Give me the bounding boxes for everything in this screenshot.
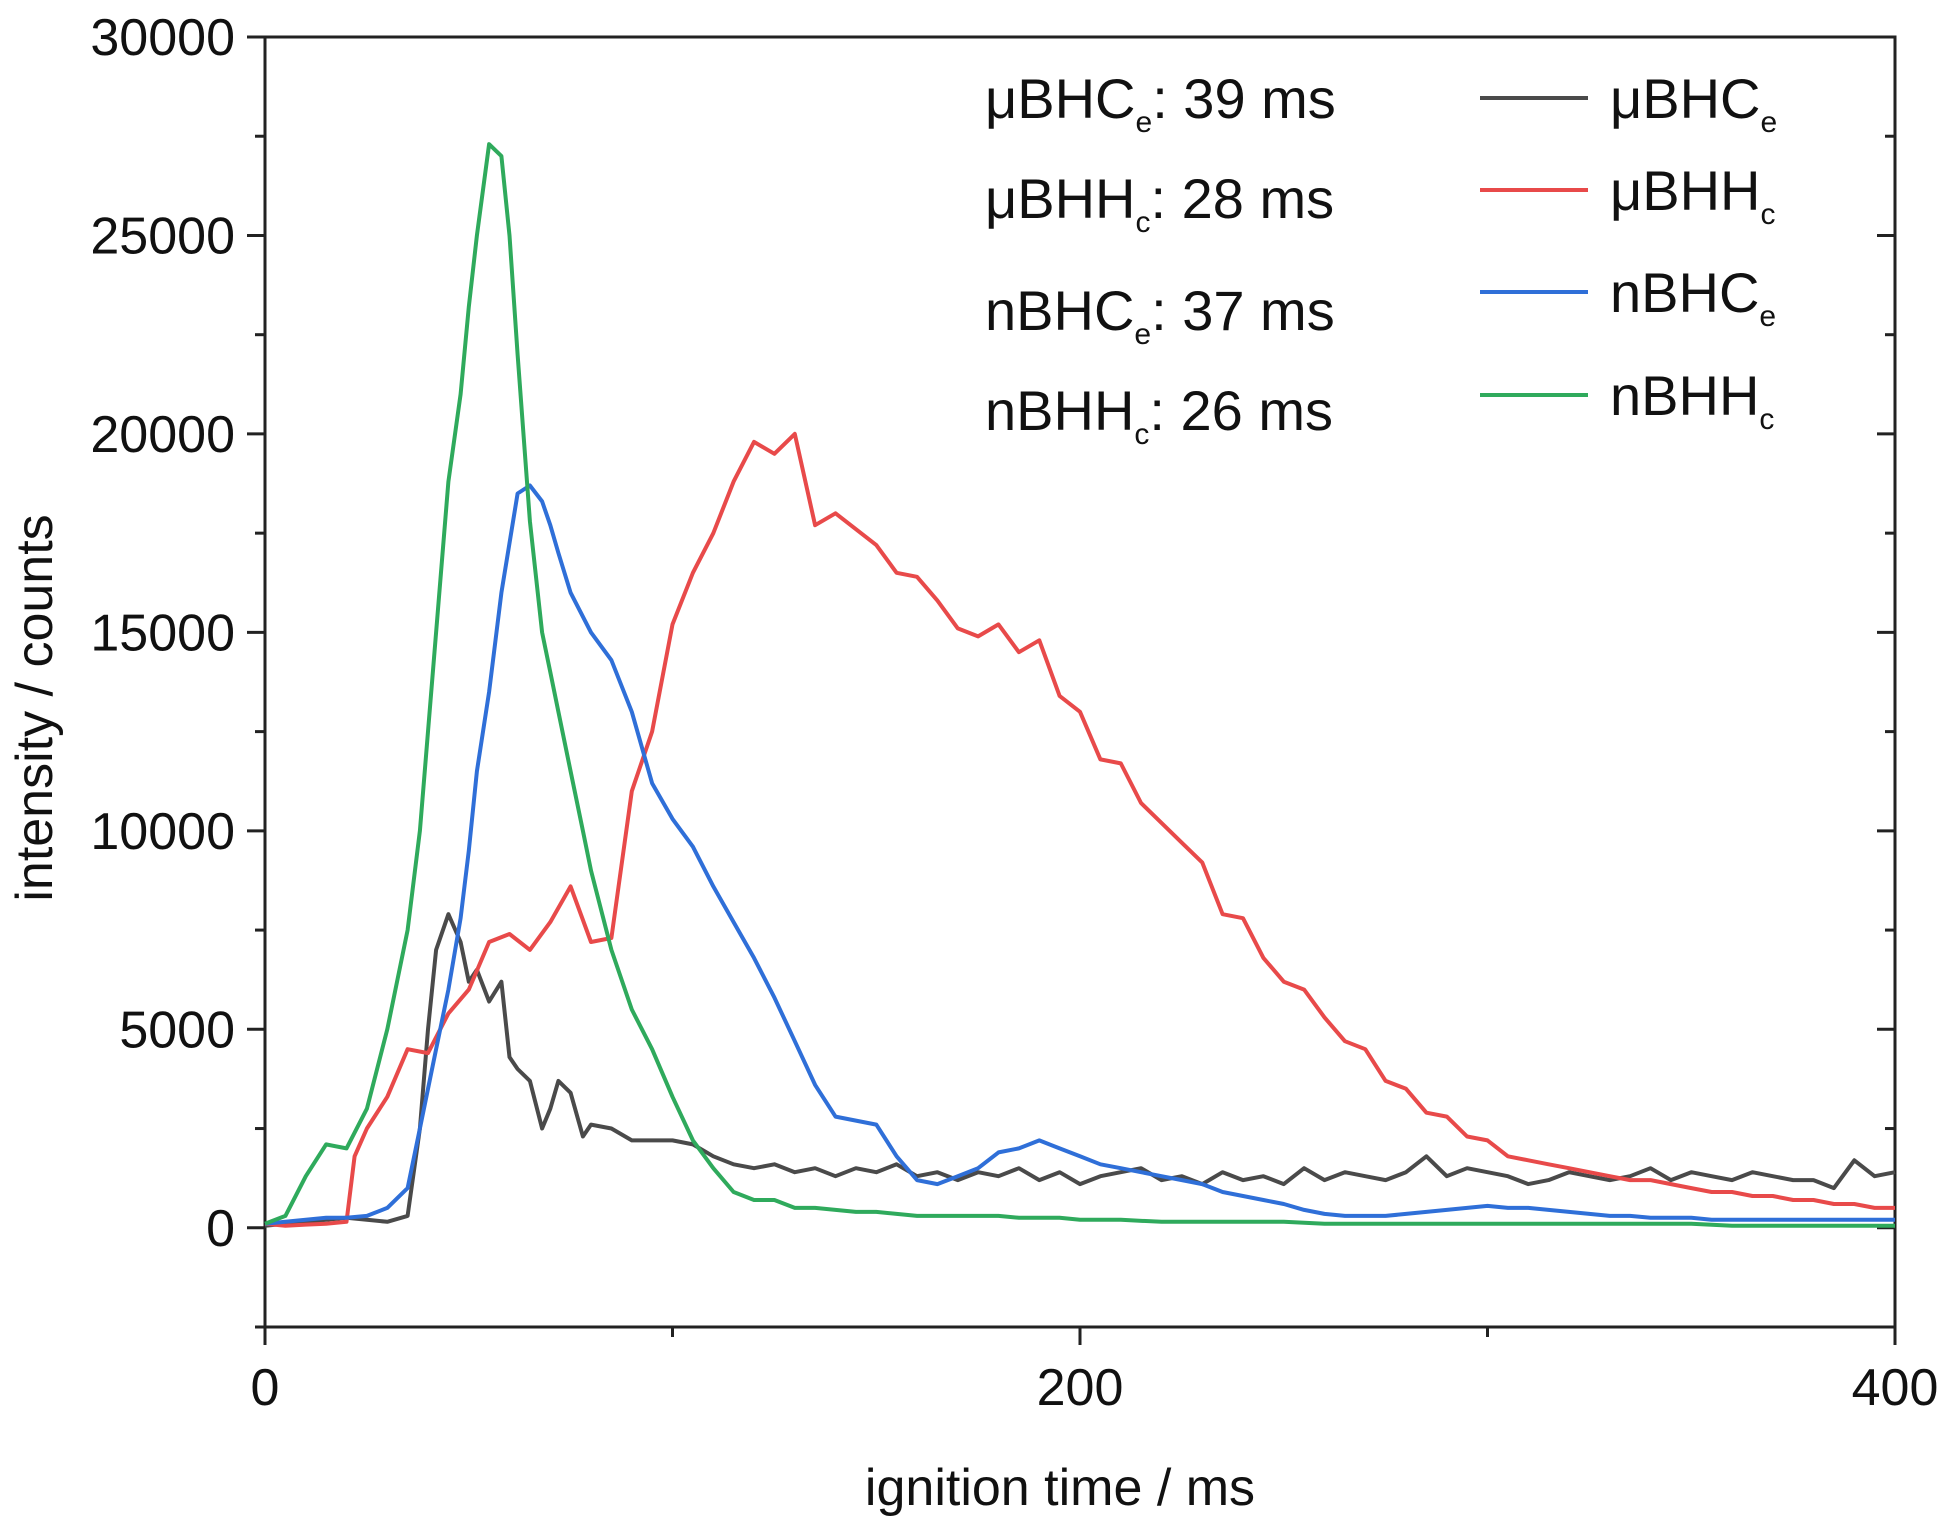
x-axis: 0 200 400 <box>251 1327 1939 1417</box>
series-line-nBHCe <box>264 483 1895 1226</box>
annotation-base: μBHC <box>985 67 1136 130</box>
annotation-base: nBHH <box>985 379 1134 442</box>
annotation-subscript: c <box>1136 206 1151 239</box>
y-tick-label: 0 <box>206 1200 235 1258</box>
legend-label: μBHHc <box>1610 159 1776 231</box>
x-axis-label: ignition time / ms <box>865 1459 1255 1517</box>
legend-label-subscript: e <box>1759 300 1776 333</box>
annotation-text: nBHCe: 37 ms <box>985 279 1335 351</box>
y-axis-label: intensity / counts <box>6 514 64 901</box>
y-tick-label: 30000 <box>90 9 235 67</box>
annotation-subscript: e <box>1136 106 1153 139</box>
annotation-subscript: c <box>1134 418 1149 451</box>
annotation-value: : 28 ms <box>1151 167 1335 230</box>
annotation-subscript: e <box>1134 318 1151 351</box>
y-tick-label: 25000 <box>90 207 235 265</box>
annotation-text: μBHCe: 39 ms <box>985 67 1336 139</box>
annotation-text: nBHHc: 26 ms <box>985 379 1333 451</box>
series-line-μBHCe <box>264 912 1896 1228</box>
x-tick-label: 200 <box>1037 1359 1124 1417</box>
legend-label-subscript: c <box>1759 403 1774 436</box>
annotation-text: μBHHc: 28 ms <box>985 167 1334 239</box>
series-line-μBHHc <box>264 431 1895 1228</box>
series-line-nBHHc <box>264 142 1895 1228</box>
legend-label-subscript: e <box>1761 106 1778 139</box>
legend-label: nBHHc <box>1610 364 1774 436</box>
legend-label-subscript: c <box>1761 198 1776 231</box>
annotation-value: : 39 ms <box>1152 67 1336 130</box>
y-tick-label: 20000 <box>90 406 235 464</box>
annotation-value: : 37 ms <box>1151 279 1335 342</box>
annotation-base: μBHH <box>985 167 1136 230</box>
annotation-base: nBHC <box>985 279 1134 342</box>
y-tick-label: 15000 <box>90 604 235 662</box>
legend-label-base: nBHH <box>1610 364 1759 427</box>
series-lines <box>264 142 1896 1228</box>
y-axis: 0 5000 10000 15000 20000 25000 30000 <box>90 9 1895 1329</box>
y-tick-label: 10000 <box>90 803 235 861</box>
x-tick-label: 400 <box>1852 1359 1939 1417</box>
y-tick-label: 5000 <box>119 1001 235 1059</box>
legend-label-base: μBHH <box>1610 159 1761 222</box>
legend-label-base: nBHC <box>1610 261 1759 324</box>
annotation-value: : 26 ms <box>1149 379 1333 442</box>
x-tick-label: 0 <box>251 1359 280 1417</box>
legend-label: nBHCe <box>1610 261 1776 333</box>
legend-label: μBHCe <box>1610 67 1777 139</box>
legend-label-base: μBHC <box>1610 67 1761 130</box>
